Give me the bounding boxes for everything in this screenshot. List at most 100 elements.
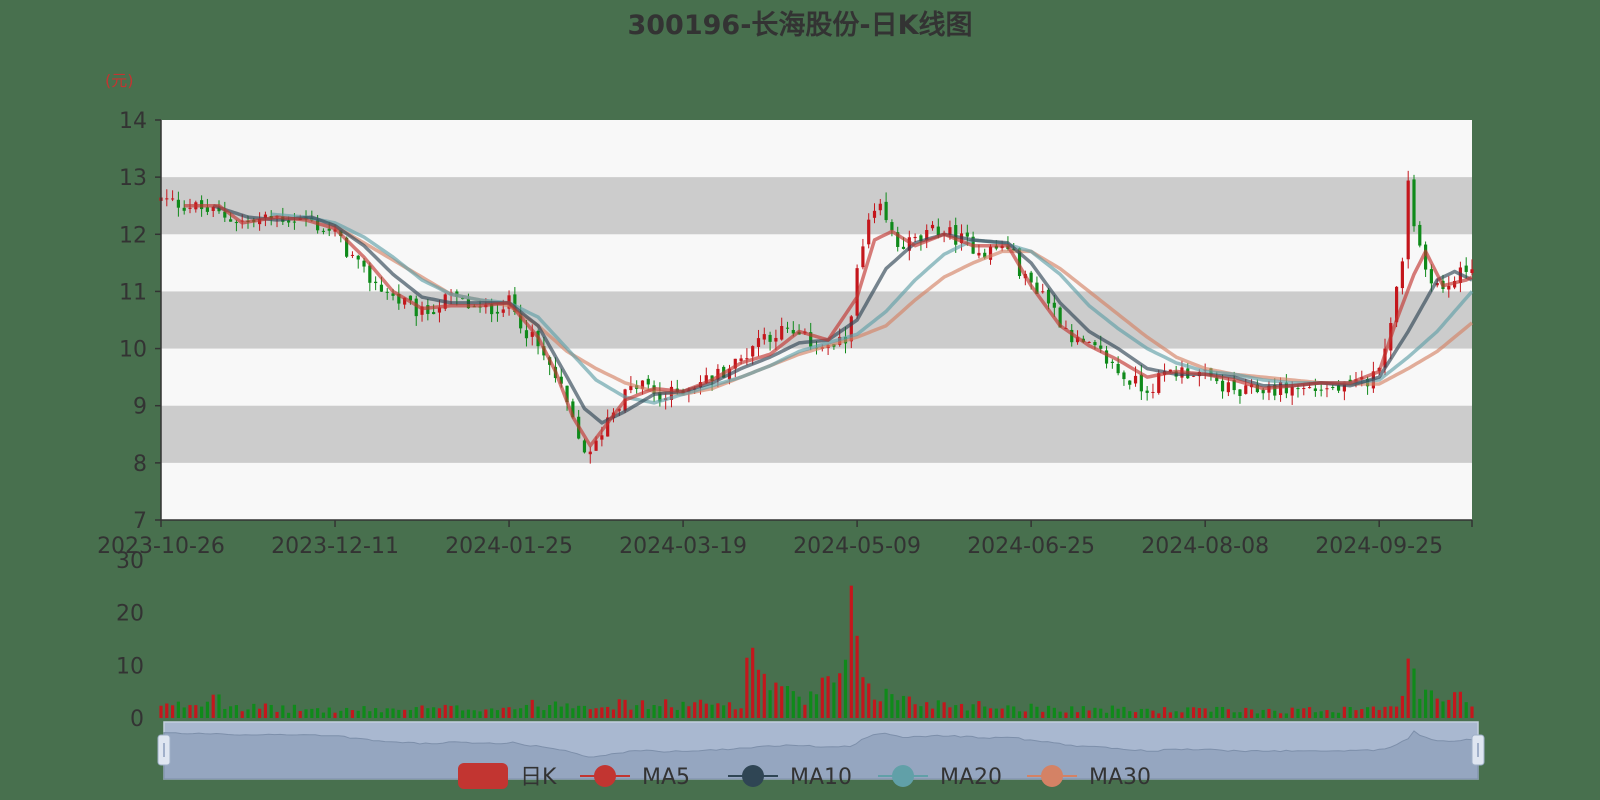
volume-bar	[223, 708, 227, 718]
candle-body	[768, 334, 772, 342]
candle-body	[658, 392, 662, 402]
volume-bar	[263, 703, 268, 718]
candle-body	[559, 376, 563, 384]
chart-title: 300196-长海股份-日K线图	[627, 10, 972, 41]
volume-bar	[287, 712, 291, 718]
volume-bar	[1012, 706, 1016, 718]
candle-body	[356, 255, 360, 260]
volume-bar	[1133, 712, 1138, 718]
volume-bar	[774, 682, 778, 718]
volume-bar	[658, 706, 662, 718]
candle-body	[205, 207, 210, 212]
volume-bar	[1255, 713, 1259, 718]
volume-bar	[327, 707, 331, 718]
legend-item: 日K	[458, 763, 557, 790]
x-tick-label: 2024-03-19	[619, 534, 747, 559]
volume-bar	[1023, 711, 1027, 718]
volume-bar	[1307, 707, 1312, 718]
candle-body	[176, 199, 180, 208]
candle-body	[571, 401, 575, 418]
candle-body	[1157, 373, 1161, 393]
candle-body	[565, 385, 569, 403]
grid-band	[161, 177, 1472, 235]
x-tick-label: 2023-10-26	[97, 534, 225, 559]
volume-bar	[582, 705, 587, 718]
volume-bar	[432, 707, 436, 718]
volume-bar	[1122, 706, 1126, 718]
volume-bar	[826, 676, 830, 718]
volume-bar	[1099, 708, 1103, 718]
legend: 日K MA5 MA10 MA20 MA30	[458, 763, 1151, 790]
candle-body	[1331, 387, 1335, 389]
zoom-right-handle[interactable]	[1471, 734, 1485, 766]
candle-body	[1122, 372, 1126, 380]
volume-bar	[1394, 706, 1399, 718]
candle-body	[1104, 350, 1109, 364]
volume-bar	[855, 635, 859, 718]
candle-body	[1029, 272, 1033, 283]
candle-body	[1041, 291, 1045, 293]
volume-bar	[484, 709, 488, 718]
x-tick-label: 2024-01-25	[445, 534, 573, 559]
volume-bar	[391, 708, 395, 718]
volume-bar	[542, 710, 546, 718]
candle-body	[263, 214, 268, 218]
volume-bar	[1174, 711, 1178, 718]
volume-bar	[437, 708, 442, 718]
volume-bar	[310, 708, 314, 718]
volume-bar	[1406, 658, 1410, 718]
volume-bar	[884, 688, 888, 718]
volume-bar	[507, 707, 511, 718]
candle-body	[774, 337, 778, 342]
candle-body	[530, 331, 534, 337]
candle-body	[501, 309, 505, 313]
candle-body	[1238, 389, 1242, 396]
y-tick-label: 10	[119, 338, 147, 363]
volume-bar	[797, 696, 801, 718]
grid-band	[161, 291, 1472, 349]
volume-bar	[936, 700, 940, 718]
zoom-left-handle[interactable]	[157, 734, 171, 766]
volume-bar	[200, 706, 204, 718]
volume-bar	[1041, 711, 1045, 718]
candle-body	[171, 198, 175, 200]
volume-bar	[925, 702, 929, 718]
volume-bar	[1371, 706, 1375, 718]
volume-bar	[785, 686, 790, 718]
volume-bar	[843, 659, 848, 718]
volume-bar	[1238, 712, 1242, 718]
candle-body	[1400, 261, 1404, 289]
volume-bar	[646, 709, 650, 718]
volume-bar	[1058, 711, 1062, 718]
volume-bar	[1365, 707, 1370, 718]
candle-body	[1273, 385, 1277, 396]
candle-body	[1052, 302, 1056, 308]
x-tick-label: 2023-12-11	[271, 534, 399, 559]
candle-body	[420, 306, 424, 315]
volume-bar	[919, 706, 923, 718]
volume-bar	[490, 708, 494, 718]
volume-bar	[1412, 668, 1416, 718]
candle-body	[1412, 179, 1416, 227]
candle-body	[1336, 385, 1341, 391]
volume-bar	[397, 709, 401, 718]
volume-bar	[304, 709, 308, 718]
candle-body	[919, 235, 923, 242]
ma10-line	[212, 204, 1473, 425]
volume-bar	[890, 694, 894, 718]
candle-body	[408, 295, 413, 301]
volume-bar	[809, 691, 813, 718]
volume-bar	[577, 705, 581, 718]
volume-bar	[1139, 708, 1143, 718]
volume-bar	[1232, 712, 1236, 718]
volume-bar	[194, 705, 198, 718]
volume-bar	[1423, 689, 1428, 718]
candle-body	[1406, 180, 1410, 260]
volume-bar	[565, 703, 569, 718]
candle-body	[1418, 224, 1422, 246]
volume-bar	[495, 710, 500, 718]
volume-bar	[1157, 713, 1161, 718]
candle-body	[385, 291, 389, 293]
candle-body	[1319, 389, 1323, 391]
